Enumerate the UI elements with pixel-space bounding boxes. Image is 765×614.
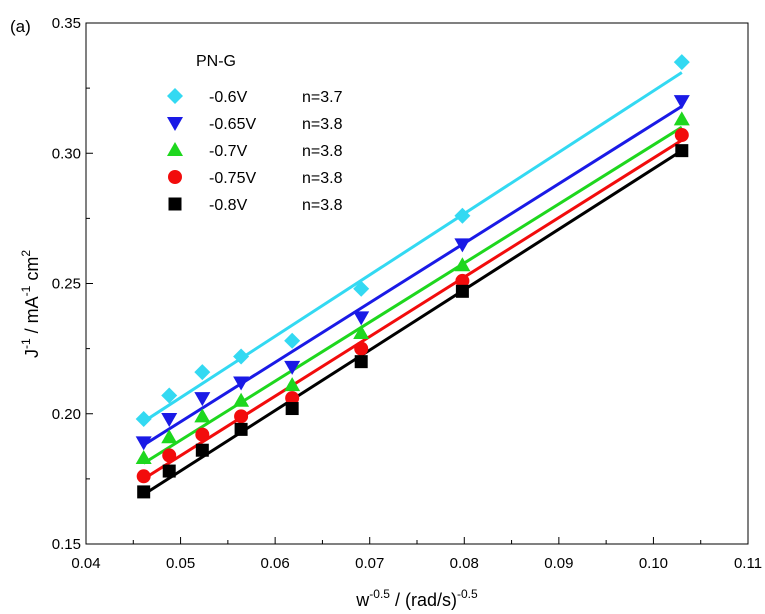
- data-point-075V: [136, 469, 151, 484]
- legend-n-value: n=3.8: [302, 170, 343, 187]
- data-point-06V: [194, 364, 211, 381]
- data-point-065V: [284, 360, 301, 375]
- data-point-065V: [454, 238, 471, 253]
- y-tick-label: 0.35: [52, 15, 81, 32]
- data-point-065V: [161, 412, 178, 427]
- legend-n-value: n=3.8: [302, 143, 343, 160]
- data-point-07V: [194, 408, 211, 423]
- legend-marker: [167, 88, 183, 104]
- data-point-08V: [675, 144, 689, 158]
- x-tick-label: 0.08: [450, 555, 479, 572]
- legend-n-value: n=3.7: [302, 89, 343, 106]
- x-tick-label: 0.09: [544, 555, 573, 572]
- data-point-075V: [455, 273, 470, 288]
- y-tick-label: 0.30: [52, 145, 81, 162]
- x-tick-label: 0.10: [639, 555, 668, 572]
- data-point-06V: [284, 332, 301, 349]
- data-point-065V: [194, 392, 211, 407]
- data-point-075V: [234, 409, 249, 424]
- x-axis: 0.04 0.05 0.06 0.07 0.08 0.09 0.10 0.11: [71, 537, 762, 572]
- data-point-065V: [233, 376, 250, 391]
- data-point-08V: [354, 355, 368, 369]
- data-point-075V: [195, 427, 210, 442]
- x-tick-label: 0.07: [355, 555, 384, 572]
- x-tick-label: 0.06: [261, 555, 290, 572]
- data-point-08V: [162, 464, 176, 478]
- fit-lines: [142, 71, 683, 496]
- plot-area: [85, 22, 749, 545]
- data-point-065V: [135, 436, 152, 451]
- y-tick-label: 0.15: [52, 536, 81, 553]
- data-point-075V: [354, 341, 369, 356]
- legend-marker: [168, 170, 182, 184]
- y-axis: 0.15 0.20 0.25 0.30 0.35: [52, 15, 93, 553]
- legend-marker: [167, 142, 183, 156]
- data-point-07V: [161, 429, 178, 444]
- fit-line-07V: [142, 125, 683, 465]
- data-point-08V: [195, 443, 209, 457]
- legend-marker: [167, 117, 183, 131]
- fit-line-08V: [142, 149, 683, 496]
- legend-series-name: -0.65V: [209, 116, 256, 133]
- fit-line-06V: [142, 71, 683, 423]
- data-point-08V: [455, 284, 469, 298]
- data-point-075V: [162, 448, 177, 463]
- y-axis-title: J-1 / mA-1 cm2: [19, 250, 42, 358]
- legend-n-value: n=3.8: [302, 197, 343, 214]
- legend-series-name: -0.7V: [209, 143, 248, 160]
- panel-label: (a): [10, 17, 31, 36]
- data-point-075V: [285, 391, 300, 406]
- legend-series-name: -0.75V: [209, 170, 256, 187]
- legend-marker: [168, 197, 182, 211]
- data-markers: [135, 54, 690, 499]
- legend-series-name: -0.6V: [209, 89, 248, 106]
- data-point-07V: [454, 257, 471, 272]
- data-point-06V: [161, 387, 178, 404]
- data-point-065V: [353, 311, 370, 326]
- data-point-08V: [285, 402, 299, 416]
- y-tick-label: 0.25: [52, 276, 81, 293]
- legend: PN-G -0.6V n=3.7 -0.65V n=3.8 -0.7V n=3.8 -0.7…: [167, 53, 343, 214]
- data-point-06V: [135, 410, 152, 427]
- legend-title: PN-G: [196, 53, 236, 70]
- x-tick-label: 0.05: [166, 555, 195, 572]
- x-tick-label: 0.04: [71, 555, 100, 572]
- data-point-08V: [234, 422, 248, 436]
- data-point-06V: [673, 54, 690, 71]
- data-point-08V: [137, 485, 151, 499]
- data-point-07V: [353, 324, 370, 339]
- data-point-07V: [233, 392, 250, 407]
- plot-frame: [85, 22, 749, 545]
- data-point-06V: [353, 280, 370, 297]
- fit-line-075V: [142, 138, 683, 481]
- x-axis-title: w-0.5 / (rad/s)-0.5: [355, 587, 478, 610]
- x-tick-label: 0.11: [734, 555, 762, 572]
- legend-n-value: n=3.8: [302, 116, 343, 133]
- y-tick-label: 0.20: [52, 406, 81, 423]
- data-point-07V: [673, 111, 690, 126]
- data-point-065V: [673, 95, 690, 110]
- data-point-07V: [284, 377, 301, 392]
- fit-line-065V: [142, 105, 683, 447]
- data-point-075V: [674, 128, 689, 143]
- data-point-07V: [135, 450, 152, 465]
- data-point-06V: [454, 207, 471, 224]
- data-point-06V: [233, 348, 250, 365]
- legend-series-name: -0.8V: [209, 197, 248, 214]
